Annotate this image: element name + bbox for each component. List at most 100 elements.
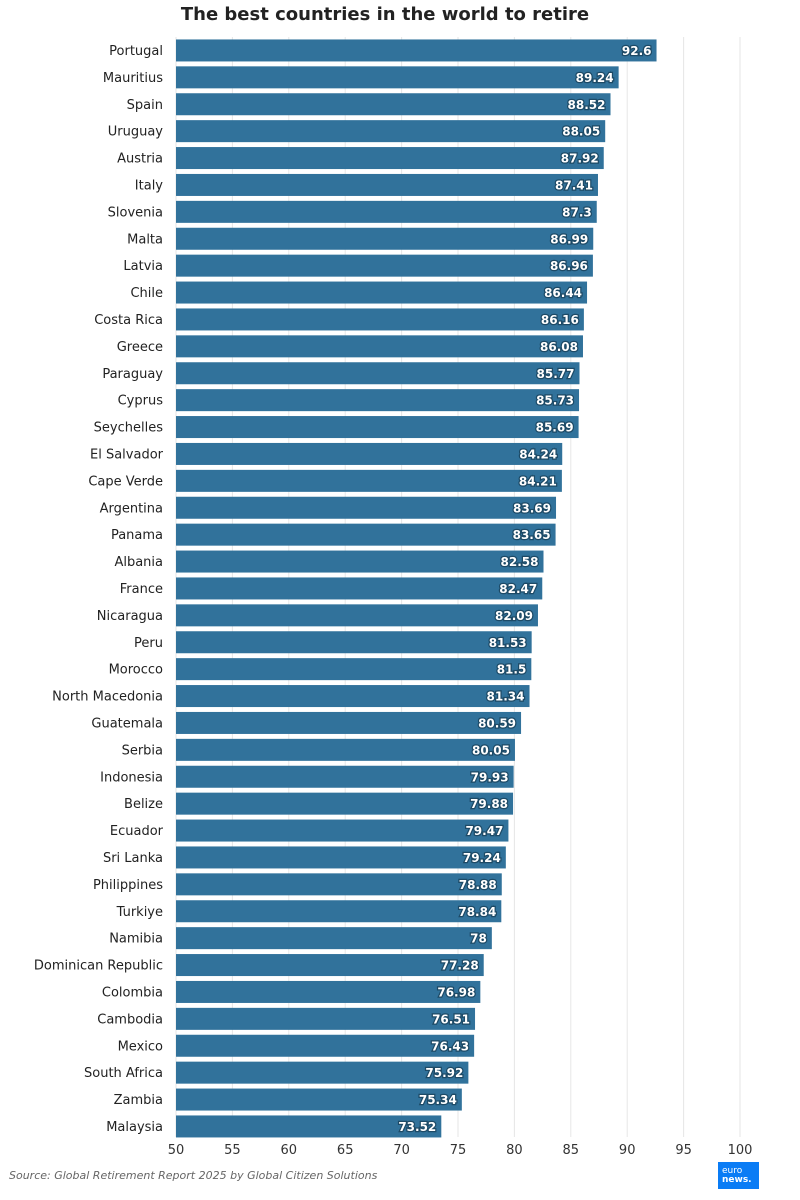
bar [176, 120, 606, 143]
data-label: 87.41 [555, 178, 593, 192]
data-label: 75.92 [425, 1066, 463, 1080]
data-label: 81.53 [489, 636, 527, 650]
category-label: Colombia [102, 985, 163, 1000]
category-label: Serbia [122, 743, 163, 758]
data-label: 77.28 [441, 959, 479, 973]
data-label: 81.5 [497, 663, 527, 677]
data-label: 80.59 [478, 716, 516, 730]
bar-chart: 50 55 60 65 70 75 80 85 90 95 100 Portugal 92.6 Mauri… [34, 37, 753, 1158]
category-label: Philippines [93, 878, 163, 893]
category-label: Italy [135, 178, 164, 193]
data-label: 85.77 [537, 367, 575, 381]
category-label: Namibia [109, 932, 163, 947]
category-label: Sri Lanka [103, 851, 163, 866]
data-label: 86.99 [550, 232, 588, 246]
category-label: Cambodia [97, 1012, 163, 1027]
bar [176, 1115, 442, 1138]
data-label: 78 [470, 932, 487, 946]
category-label: Belize [124, 797, 163, 812]
bar [176, 1061, 469, 1084]
data-label: 85.69 [536, 421, 574, 435]
logo-line2: news. [722, 1174, 752, 1185]
source-note: Source: Global Retirement Report 2025 by… [9, 1169, 378, 1182]
category-label: Turkiye [116, 905, 163, 920]
category-label: Latvia [123, 259, 163, 274]
bar [176, 254, 593, 277]
category-label: Slovenia [108, 205, 163, 220]
x-tick-label: 100 [728, 1143, 753, 1158]
bar [176, 281, 588, 304]
category-label: Zambia [114, 1093, 163, 1108]
x-tick-label: 75 [450, 1143, 467, 1158]
x-tick-label: 65 [337, 1143, 354, 1158]
category-label: Argentina [100, 501, 163, 516]
bar [176, 685, 530, 708]
category-label: Chile [130, 286, 163, 301]
data-label: 86.96 [550, 259, 588, 273]
bar [176, 792, 514, 815]
bar [176, 765, 514, 788]
data-label: 76.51 [432, 1012, 470, 1026]
data-label: 87.92 [561, 152, 599, 166]
category-label: Peru [134, 636, 163, 651]
data-label: 85.73 [536, 394, 574, 408]
category-label: Malta [127, 232, 163, 247]
bar [176, 469, 562, 492]
category-label: Dominican Republic [34, 959, 163, 974]
bar [176, 93, 611, 116]
bar [176, 416, 579, 439]
category-label: Austria [117, 152, 163, 167]
bar [176, 550, 544, 573]
category-label: Uruguay [108, 125, 164, 140]
logo-line1: euro [722, 1165, 743, 1176]
bar [176, 442, 563, 465]
data-label: 83.69 [513, 501, 551, 515]
bar [176, 362, 580, 385]
bar [176, 496, 557, 519]
data-label: 88.52 [568, 98, 606, 112]
bar [176, 846, 506, 869]
bar [176, 738, 515, 761]
x-tick-label: 90 [619, 1143, 636, 1158]
bar [176, 335, 583, 358]
category-label: El Salvador [90, 447, 164, 462]
category-label: Spain [127, 98, 163, 113]
data-label: 76.43 [431, 1039, 469, 1053]
data-label: 83.65 [513, 528, 551, 542]
bar [176, 631, 532, 654]
bar [176, 147, 604, 170]
bar [176, 711, 522, 734]
category-label: Guatemala [91, 716, 163, 731]
category-label: Mexico [118, 1039, 163, 1054]
category-label: Nicaragua [97, 609, 163, 624]
data-label: 78.88 [459, 878, 497, 892]
data-label: 78.84 [458, 905, 496, 919]
bar [176, 819, 509, 842]
bar [176, 173, 598, 196]
data-label: 84.21 [519, 474, 557, 488]
bar [176, 227, 594, 250]
bar [176, 658, 532, 681]
data-label: 87.3 [562, 205, 592, 219]
data-label: 82.09 [495, 609, 533, 623]
bar [176, 604, 538, 627]
bar [176, 873, 502, 896]
data-label: 79.93 [471, 770, 509, 784]
category-label: Portugal [109, 44, 163, 59]
bar [176, 1088, 462, 1111]
data-label: 86.44 [544, 286, 582, 300]
category-label: France [120, 582, 163, 597]
bar [176, 66, 619, 89]
bar [176, 39, 657, 62]
x-tick-label: 70 [393, 1143, 410, 1158]
category-label: Greece [117, 340, 163, 355]
bar [176, 980, 481, 1003]
data-label: 79.47 [465, 824, 503, 838]
data-label: 86.08 [540, 340, 578, 354]
x-tick-label: 50 [168, 1143, 185, 1158]
data-label: 82.58 [501, 555, 539, 569]
data-label: 79.24 [463, 851, 501, 865]
category-label: Paraguay [102, 367, 163, 382]
data-label: 75.34 [419, 1093, 457, 1107]
category-label: Cyprus [118, 394, 164, 409]
